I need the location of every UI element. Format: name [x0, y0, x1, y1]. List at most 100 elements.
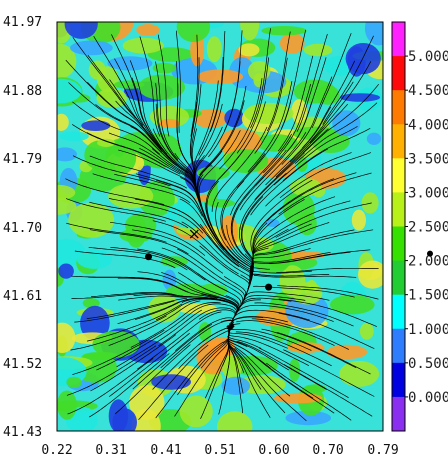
streamline	[108, 332, 190, 397]
heatmap-blob	[358, 260, 383, 289]
streamline	[279, 152, 372, 199]
streamline	[239, 152, 305, 231]
heatmap-blob	[92, 331, 140, 358]
streamline	[227, 330, 286, 414]
heatmap-blob	[122, 37, 164, 54]
colorbar-label: 3.500	[408, 151, 448, 167]
streamline	[219, 78, 263, 170]
heatmap-blob	[152, 62, 176, 74]
streamline	[108, 198, 204, 234]
heatmap-blob	[82, 298, 100, 309]
heatmap-blob	[261, 26, 307, 36]
streamline	[74, 250, 176, 269]
heatmap-blob	[240, 22, 260, 41]
streamline	[250, 148, 328, 216]
colorbar-swatch	[392, 294, 405, 330]
heatmap-blob	[339, 93, 381, 102]
heatmap-blob	[97, 66, 119, 93]
streamline	[130, 302, 221, 348]
heatmap-blob	[147, 47, 195, 62]
colorbar-swatch	[392, 90, 405, 125]
streamline	[66, 345, 157, 396]
streamline	[289, 81, 354, 163]
heatmap-blob	[285, 292, 329, 329]
heatmap-blob	[179, 395, 213, 428]
streamline	[157, 34, 170, 137]
heatmap-blob	[57, 185, 76, 200]
streamline	[253, 178, 335, 239]
streamline	[198, 130, 241, 219]
streamline	[155, 103, 198, 194]
heatmap-blob	[221, 376, 251, 395]
streamline	[273, 126, 358, 186]
streamline	[89, 201, 189, 229]
streamline	[66, 222, 167, 243]
streamline	[296, 33, 328, 132]
heatmap-blob	[112, 408, 137, 431]
streamline	[273, 229, 374, 254]
colorbar-label: 0.500	[408, 356, 448, 372]
streamline	[67, 358, 154, 415]
colorbar-marker	[427, 250, 433, 257]
streamline	[252, 196, 336, 254]
streamline	[96, 317, 185, 371]
colorbar-swatch	[392, 226, 405, 262]
streamline	[303, 83, 379, 154]
streamline	[287, 57, 327, 152]
heatmap-blob	[107, 56, 153, 71]
heatmap-blob	[359, 322, 374, 340]
streamline	[161, 272, 239, 323]
streamline	[247, 248, 311, 291]
streamline	[265, 106, 332, 186]
streamline	[70, 315, 167, 351]
heatmap-blob	[345, 43, 381, 75]
streamline	[132, 323, 213, 390]
streamline	[211, 126, 268, 212]
heatmap-blob	[339, 360, 380, 387]
streamline	[197, 100, 245, 189]
heatmap-blob	[125, 215, 147, 248]
heatmap-blob	[351, 209, 366, 231]
heatmap-blob	[288, 358, 301, 382]
heatmap-blob	[58, 263, 74, 279]
y-tick-label: 41.97	[3, 15, 42, 30]
streamline	[281, 76, 333, 165]
heatmap-blob	[279, 32, 305, 54]
y-tick-label: 41.52	[3, 357, 42, 372]
heatmap-blob	[303, 43, 333, 57]
marker-dot	[145, 253, 153, 261]
streamline	[116, 309, 202, 368]
heatmap-blob	[217, 411, 253, 431]
streamline	[230, 133, 293, 216]
streamline	[175, 30, 181, 133]
streamline	[250, 353, 335, 414]
streamline	[263, 83, 312, 174]
streamline	[158, 307, 236, 347]
streamline	[258, 347, 349, 399]
streamline	[181, 221, 252, 291]
colorbar: 5.000 4.500 4.000 3.500 3.000 2.500 2.000 1.500…	[391, 21, 448, 432]
streamline	[160, 204, 240, 267]
streamline	[152, 220, 239, 275]
y-tick-label: 41.88	[3, 84, 42, 99]
streamline	[72, 101, 160, 155]
heatmap-blob	[206, 36, 222, 63]
heatmap-blob	[57, 197, 77, 215]
colorbar-swatch	[392, 56, 405, 91]
heatmap-blob	[57, 147, 77, 162]
heatmap-blob	[57, 390, 77, 420]
streamline	[71, 292, 174, 299]
y-tick-label: 41.43	[3, 425, 42, 440]
streamline	[92, 173, 191, 204]
colorbar-label: 4.500	[408, 83, 448, 99]
heatmap-blob	[361, 192, 379, 214]
streamline	[139, 36, 161, 137]
heatmap-blob	[224, 108, 245, 128]
heatmap-blob	[203, 199, 235, 208]
colorbar-label: 2.500	[408, 220, 448, 236]
streamlines	[65, 28, 379, 422]
x-tick-label: 0.79	[367, 443, 398, 458]
colorbar-swatch	[392, 328, 405, 364]
heatmap-blob	[290, 178, 322, 197]
streamline	[86, 297, 188, 319]
